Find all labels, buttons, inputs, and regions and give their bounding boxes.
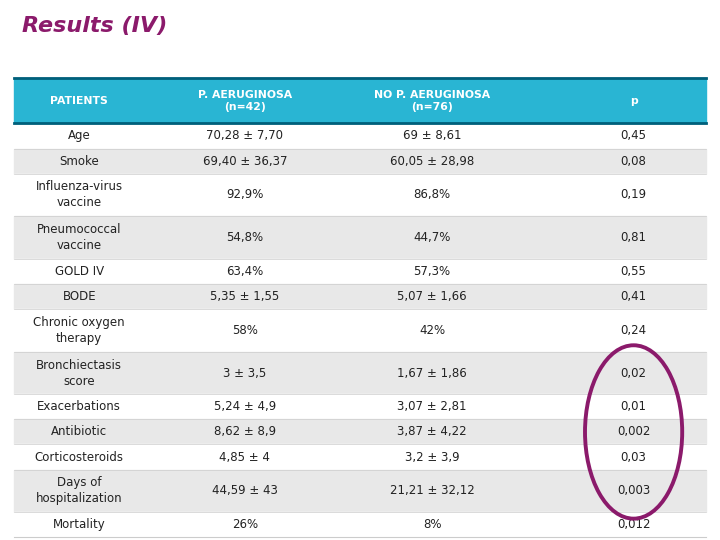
Text: 8,62 ± 8,9: 8,62 ± 8,9 xyxy=(214,426,276,438)
Text: 0,002: 0,002 xyxy=(617,426,650,438)
Bar xyxy=(14,284,706,309)
Text: Age: Age xyxy=(68,130,91,143)
Text: Corticosteroids: Corticosteroids xyxy=(35,450,124,463)
Text: 21,21 ± 32,12: 21,21 ± 32,12 xyxy=(390,484,474,497)
Text: 5,24 ± 4,9: 5,24 ± 4,9 xyxy=(214,400,276,414)
Text: 44,7%: 44,7% xyxy=(413,231,451,244)
Text: 60,05 ± 28,98: 60,05 ± 28,98 xyxy=(390,154,474,167)
Text: 86,8%: 86,8% xyxy=(413,188,451,201)
Bar xyxy=(14,148,706,174)
Bar xyxy=(14,174,706,216)
Text: 26%: 26% xyxy=(232,518,258,531)
Text: BODE: BODE xyxy=(63,290,96,303)
Bar xyxy=(14,420,706,444)
Bar xyxy=(14,124,706,149)
Text: P. AERUGINOSA
(n=42): P. AERUGINOSA (n=42) xyxy=(198,90,292,112)
Text: 4,85 ± 4: 4,85 ± 4 xyxy=(220,450,270,463)
Bar xyxy=(14,444,706,470)
Text: 0,02: 0,02 xyxy=(621,367,647,380)
Text: 3,07 ± 2,81: 3,07 ± 2,81 xyxy=(397,400,467,414)
Text: 69 ± 8,61: 69 ± 8,61 xyxy=(402,130,462,143)
Text: Antibiotic: Antibiotic xyxy=(51,426,107,438)
Text: 0,81: 0,81 xyxy=(621,231,647,244)
Text: 0,012: 0,012 xyxy=(617,518,650,531)
Text: Results (IV): Results (IV) xyxy=(22,16,167,36)
Text: PATIENTS: PATIENTS xyxy=(50,96,108,106)
Bar xyxy=(14,216,706,259)
Text: Influenza-virus
vaccine: Influenza-virus vaccine xyxy=(35,180,123,210)
Text: Exacerbations: Exacerbations xyxy=(37,400,121,414)
Text: 0,41: 0,41 xyxy=(621,290,647,303)
Text: 92,9%: 92,9% xyxy=(226,188,264,201)
Text: 69,40 ± 36,37: 69,40 ± 36,37 xyxy=(202,154,287,167)
Text: 0,19: 0,19 xyxy=(621,188,647,201)
Bar xyxy=(14,512,706,537)
Text: Days of
hospitalization: Days of hospitalization xyxy=(36,476,122,505)
Text: Mortality: Mortality xyxy=(53,518,106,531)
Bar xyxy=(14,78,706,124)
Text: 63,4%: 63,4% xyxy=(226,265,264,278)
Text: 70,28 ± 7,70: 70,28 ± 7,70 xyxy=(207,130,283,143)
Text: NO P. AERUGINOSA
(n=76): NO P. AERUGINOSA (n=76) xyxy=(374,90,490,112)
Text: 58%: 58% xyxy=(232,324,258,337)
Text: 5,35 ± 1,55: 5,35 ± 1,55 xyxy=(210,290,279,303)
Text: 0,003: 0,003 xyxy=(617,484,650,497)
Text: 0,01: 0,01 xyxy=(621,400,647,414)
Text: Chronic oxygen
therapy: Chronic oxygen therapy xyxy=(33,316,125,345)
Text: 0,03: 0,03 xyxy=(621,450,647,463)
Text: 3 ± 3,5: 3 ± 3,5 xyxy=(223,367,266,380)
Text: Pneumococcal
vaccine: Pneumococcal vaccine xyxy=(37,223,122,252)
Text: 57,3%: 57,3% xyxy=(413,265,451,278)
Text: 5,07 ± 1,66: 5,07 ± 1,66 xyxy=(397,290,467,303)
Text: 0,08: 0,08 xyxy=(621,154,647,167)
Bar xyxy=(14,470,706,512)
Bar xyxy=(14,394,706,420)
Text: 42%: 42% xyxy=(419,324,445,337)
Text: Bronchiectasis
score: Bronchiectasis score xyxy=(36,359,122,388)
Text: 54,8%: 54,8% xyxy=(226,231,264,244)
Text: GOLD IV: GOLD IV xyxy=(55,265,104,278)
Text: 8%: 8% xyxy=(423,518,441,531)
Text: 1,67 ± 1,86: 1,67 ± 1,86 xyxy=(397,367,467,380)
Text: 0,45: 0,45 xyxy=(621,130,647,143)
Bar xyxy=(14,309,706,352)
Text: 3,2 ± 3,9: 3,2 ± 3,9 xyxy=(405,450,459,463)
Text: 44,59 ± 43: 44,59 ± 43 xyxy=(212,484,278,497)
Text: Smoke: Smoke xyxy=(59,154,99,167)
Bar xyxy=(14,259,706,284)
Text: p: p xyxy=(630,96,637,106)
Text: 0,24: 0,24 xyxy=(621,324,647,337)
Text: 0,55: 0,55 xyxy=(621,265,647,278)
Bar xyxy=(14,352,706,394)
Text: 3,87 ± 4,22: 3,87 ± 4,22 xyxy=(397,426,467,438)
